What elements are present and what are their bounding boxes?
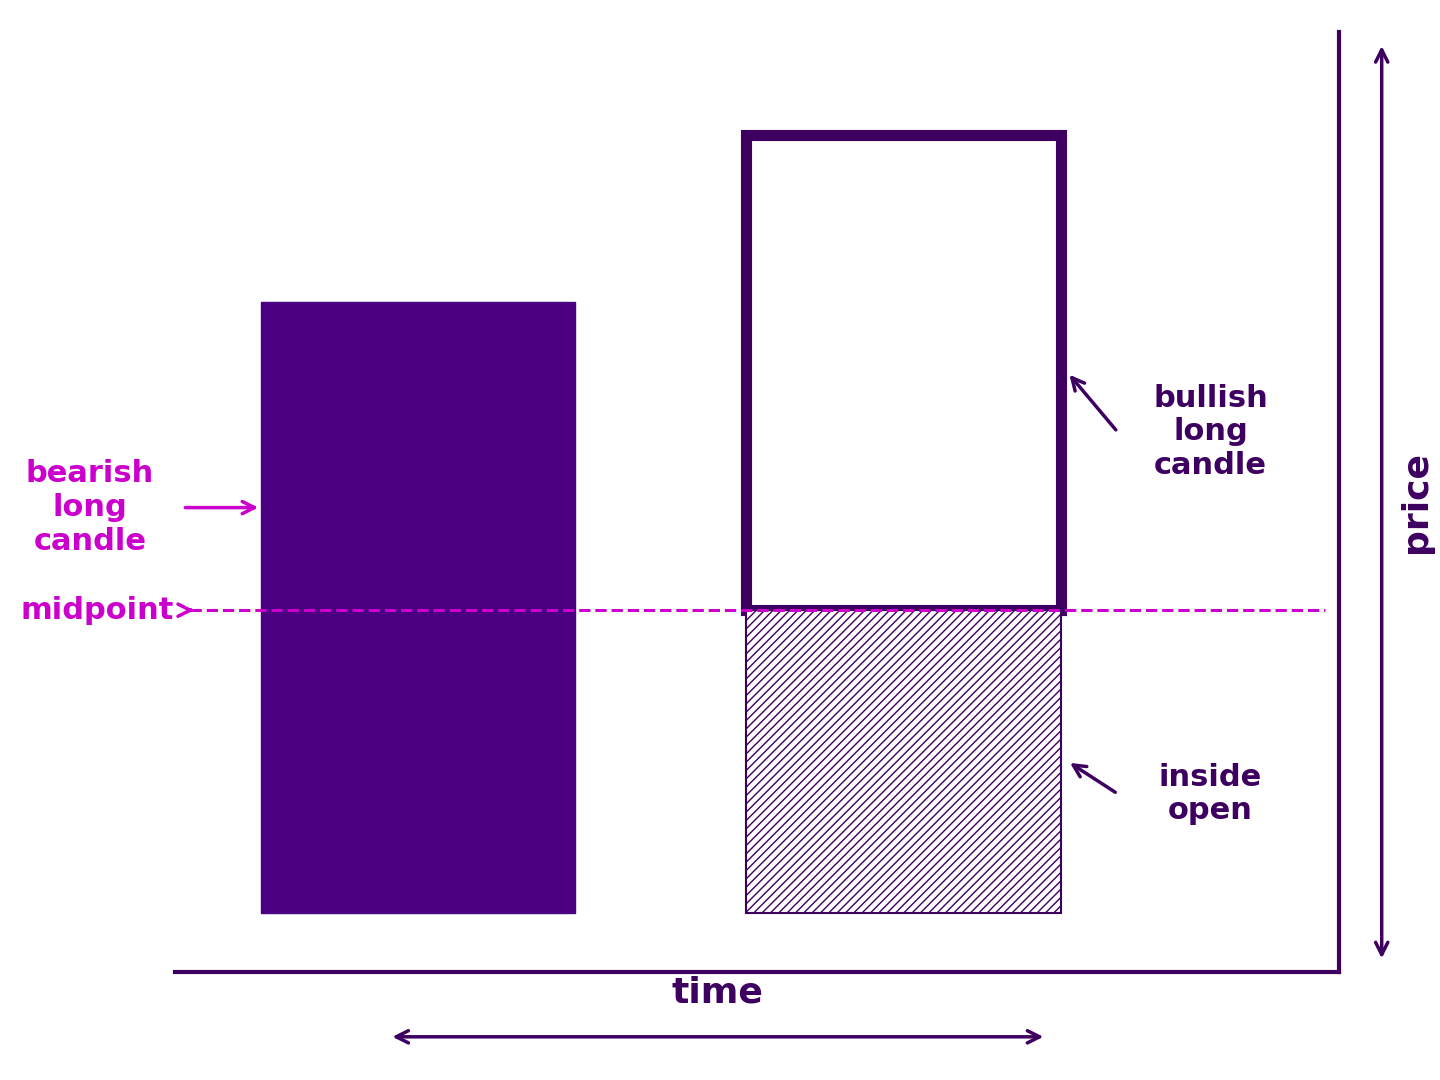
Text: midpoint: midpoint (20, 596, 174, 624)
Text: bullish
long
candle: bullish long candle (1153, 383, 1267, 481)
Text: bearish
long
candle: bearish long candle (26, 459, 154, 556)
Text: inside
open: inside open (1159, 762, 1261, 825)
Text: time: time (672, 976, 763, 1010)
Text: price: price (1398, 451, 1433, 553)
